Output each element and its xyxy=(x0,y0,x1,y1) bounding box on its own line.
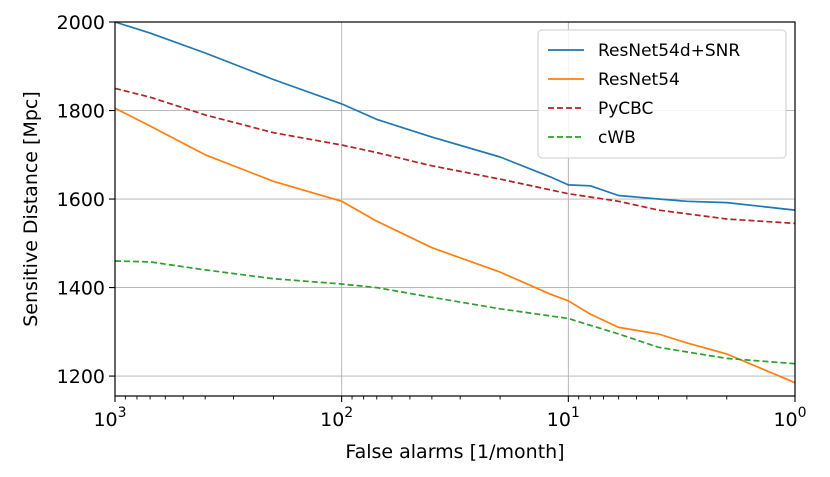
legend-label: PyCBC xyxy=(598,99,653,119)
legend-label: ResNet54d+SNR xyxy=(598,41,740,61)
x-tick-label: 101 xyxy=(547,405,580,431)
legend-label: cWB xyxy=(598,128,636,148)
series-lines xyxy=(114,21,796,384)
plot-frame xyxy=(114,21,796,397)
legend-label: ResNet54 xyxy=(598,70,680,90)
series-line-pycbc xyxy=(114,87,796,225)
x-tick-label: 100 xyxy=(773,405,806,431)
series-line-resnet54d-snr xyxy=(114,21,796,211)
y-axis-label: Sensitive Distance [Mpc] xyxy=(20,91,42,327)
y-tick-label: 2000 xyxy=(57,12,105,34)
series-line-cwb xyxy=(114,260,796,365)
x-tick-label: 103 xyxy=(93,405,126,431)
legend: ResNet54d+SNR ResNet54 PyCBC cWB xyxy=(537,29,787,159)
y-tick-label: 1400 xyxy=(57,278,105,300)
x-axis-label: False alarms [1/month] xyxy=(345,441,564,463)
axis-ticks: 1200 1400 1600 1800 2000 103 102 101 100 xyxy=(57,12,807,431)
legend-box xyxy=(537,29,787,159)
x-tick-label: 102 xyxy=(320,405,353,431)
y-tick-label: 1800 xyxy=(57,101,105,123)
y-tick-label: 1200 xyxy=(57,366,105,388)
series-line-resnet54 xyxy=(114,107,796,384)
y-tick-label: 1600 xyxy=(57,189,105,211)
